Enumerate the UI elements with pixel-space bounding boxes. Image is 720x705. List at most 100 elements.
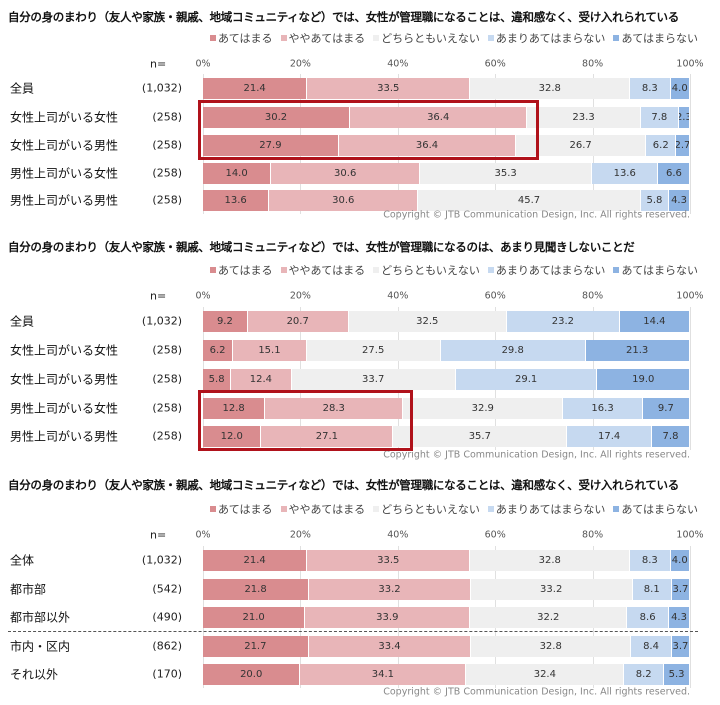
bar-segment-c0: 12.8 <box>203 397 266 419</box>
row-label: それ以外 <box>10 667 59 682</box>
row-label: 女性上司がいる男性 <box>10 138 119 153</box>
bar-segment-c4: 19.0 <box>597 368 690 390</box>
highlight-box <box>198 100 539 160</box>
sample-size: (258) <box>152 193 182 207</box>
row-label: 女性上司がいる女性 <box>10 110 119 125</box>
bar-segment-c4: 5.3 <box>664 663 690 685</box>
bar-segment-c2: 23.3 <box>527 106 641 128</box>
legend-item: どちらともいえない <box>373 501 480 517</box>
legend-label: あまりあてはまらない <box>495 264 606 277</box>
bar-segment-c4: 7.8 <box>652 425 690 447</box>
bar-segment-c1: 33.5 <box>307 549 471 571</box>
x-tick-label: 20% <box>289 290 311 302</box>
gridline <box>690 307 691 450</box>
bar-segment-c4: 2.3 <box>678 106 690 128</box>
legend-item: ややあてはまる <box>280 501 365 517</box>
bar-segment-c4: 21.3 <box>585 339 690 361</box>
bar-segment-c1: 28.3 <box>265 397 404 419</box>
bar-segment-c4: 14.4 <box>619 310 690 332</box>
sample-size: (542) <box>152 582 182 596</box>
highlight-box <box>198 390 413 451</box>
bar-segment-c3: 16.3 <box>563 397 643 419</box>
bar-segment-c0: 14.0 <box>203 162 272 184</box>
copyright: Copyright © JTB Communication Design, In… <box>383 449 690 461</box>
bar-segment-c0: 9.2 <box>203 310 248 332</box>
bar-segment-c2: 26.7 <box>516 134 647 156</box>
legend-label: ややあてはまる <box>288 264 366 277</box>
legend-swatch-icon <box>373 35 380 41</box>
bar-segment-c1: 33.2 <box>309 578 471 600</box>
bar-segment-c1: 30.6 <box>269 189 419 211</box>
row-label: 全員 <box>10 81 35 96</box>
legend-label: あてはまらない <box>621 264 698 277</box>
sample-size: (258) <box>152 429 182 443</box>
x-tick-label: 60% <box>484 58 506 70</box>
legend-item: あまりあてはまらない <box>487 501 606 517</box>
gridline <box>690 74 691 214</box>
bar-segment-c2: 33.7 <box>291 368 456 390</box>
legend-item: ややあてはまる <box>280 262 366 278</box>
gridline <box>690 546 691 688</box>
legend-swatch-icon <box>487 35 494 41</box>
bar-segment-c3: 5.8 <box>640 189 670 211</box>
row-label: 市内・区内 <box>10 639 71 654</box>
legend-label: どちらともいえない <box>381 264 480 277</box>
legend-swatch-icon <box>487 506 494 512</box>
bar-segment-c3: 8.1 <box>632 578 672 600</box>
bar-segment-c3: 8.3 <box>630 549 671 571</box>
legend-swatch-icon <box>280 35 287 41</box>
chart-title: 自分の身のまわり（友人や家族・親戚、地域コミュニティなど）では、女性が管理職にな… <box>8 10 679 24</box>
chart-title: 自分の身のまわり（友人や家族・親戚、地域コミュニティなど）では、女性が管理職にな… <box>8 240 635 254</box>
x-tick-label: 80% <box>582 290 604 302</box>
legend: あてはまる ややあてはまる どちらともいえない あまりあてはまらない あてはまらない <box>209 30 698 46</box>
bar-segment-c0: 13.6 <box>203 189 270 211</box>
legend-label: あてはまる <box>217 503 273 516</box>
bar-segment-c2: 32.5 <box>348 310 507 332</box>
legend-swatch-icon <box>209 35 216 41</box>
bar-segment-c4: 6.6 <box>658 162 691 184</box>
legend-item: あてはまらない <box>613 262 698 278</box>
legend-label: あまりあてはまらない <box>495 503 606 516</box>
bar-segment-c2: 32.4 <box>466 663 625 685</box>
bar-segment-c3: 8.3 <box>630 77 671 99</box>
bar-segment-c0: 21.4 <box>203 549 308 571</box>
sample-size: (258) <box>152 110 182 124</box>
bar-segment-c1: 33.4 <box>308 635 472 657</box>
bar-segment-c1: 33.9 <box>305 606 471 628</box>
bar-segment-c2: 27.5 <box>306 339 441 361</box>
bar-segment-c4: 3.7 <box>671 635 690 657</box>
bar-segment-c2: 35.3 <box>420 162 593 184</box>
legend-swatch-icon <box>373 506 380 512</box>
x-tick-label: 40% <box>387 290 409 302</box>
x-tick-label: 100% <box>676 529 704 541</box>
bar-segment-c0: 21.0 <box>203 606 306 628</box>
bar-segment-c1: 34.1 <box>300 663 467 685</box>
legend-label: あまりあてはまらない <box>495 32 606 45</box>
legend-swatch-icon <box>613 267 620 273</box>
x-tick-label: 80% <box>582 58 604 70</box>
copyright: Copyright © JTB Communication Design, In… <box>383 686 690 698</box>
legend-item: どちらともいえない <box>373 262 480 278</box>
row-label: 全体 <box>10 553 35 568</box>
legend-swatch-icon <box>209 506 216 512</box>
bar-segment-c4: 4.0 <box>670 77 690 99</box>
bar-segment-c1: 20.7 <box>247 310 349 332</box>
legend-item: あてはまる <box>209 262 273 278</box>
bar-segment-c4: 3.7 <box>671 578 690 600</box>
n-header: n= <box>150 289 167 303</box>
bar-segment-c3: 7.8 <box>640 106 679 128</box>
x-tick-label: 20% <box>289 529 311 541</box>
bar-segment-c3: 8.4 <box>631 635 672 657</box>
bar-segment-c3: 17.4 <box>567 425 652 447</box>
legend-item: あまりあてはまらない <box>487 262 606 278</box>
x-tick-label: 20% <box>289 58 311 70</box>
bar-segment-c0: 21.4 <box>203 77 308 99</box>
legend-item: あてはまる <box>209 501 273 517</box>
row-label: 女性上司がいる女性 <box>10 343 119 358</box>
sample-size: (862) <box>152 639 182 653</box>
bar-segment-c4: 4.3 <box>669 606 690 628</box>
bar-segment-c0: 12.0 <box>203 425 262 447</box>
legend-item: あてはまらない <box>613 501 698 517</box>
bar-segment-c0: 6.2 <box>203 339 234 361</box>
bar-segment-c1: 30.6 <box>271 162 421 184</box>
